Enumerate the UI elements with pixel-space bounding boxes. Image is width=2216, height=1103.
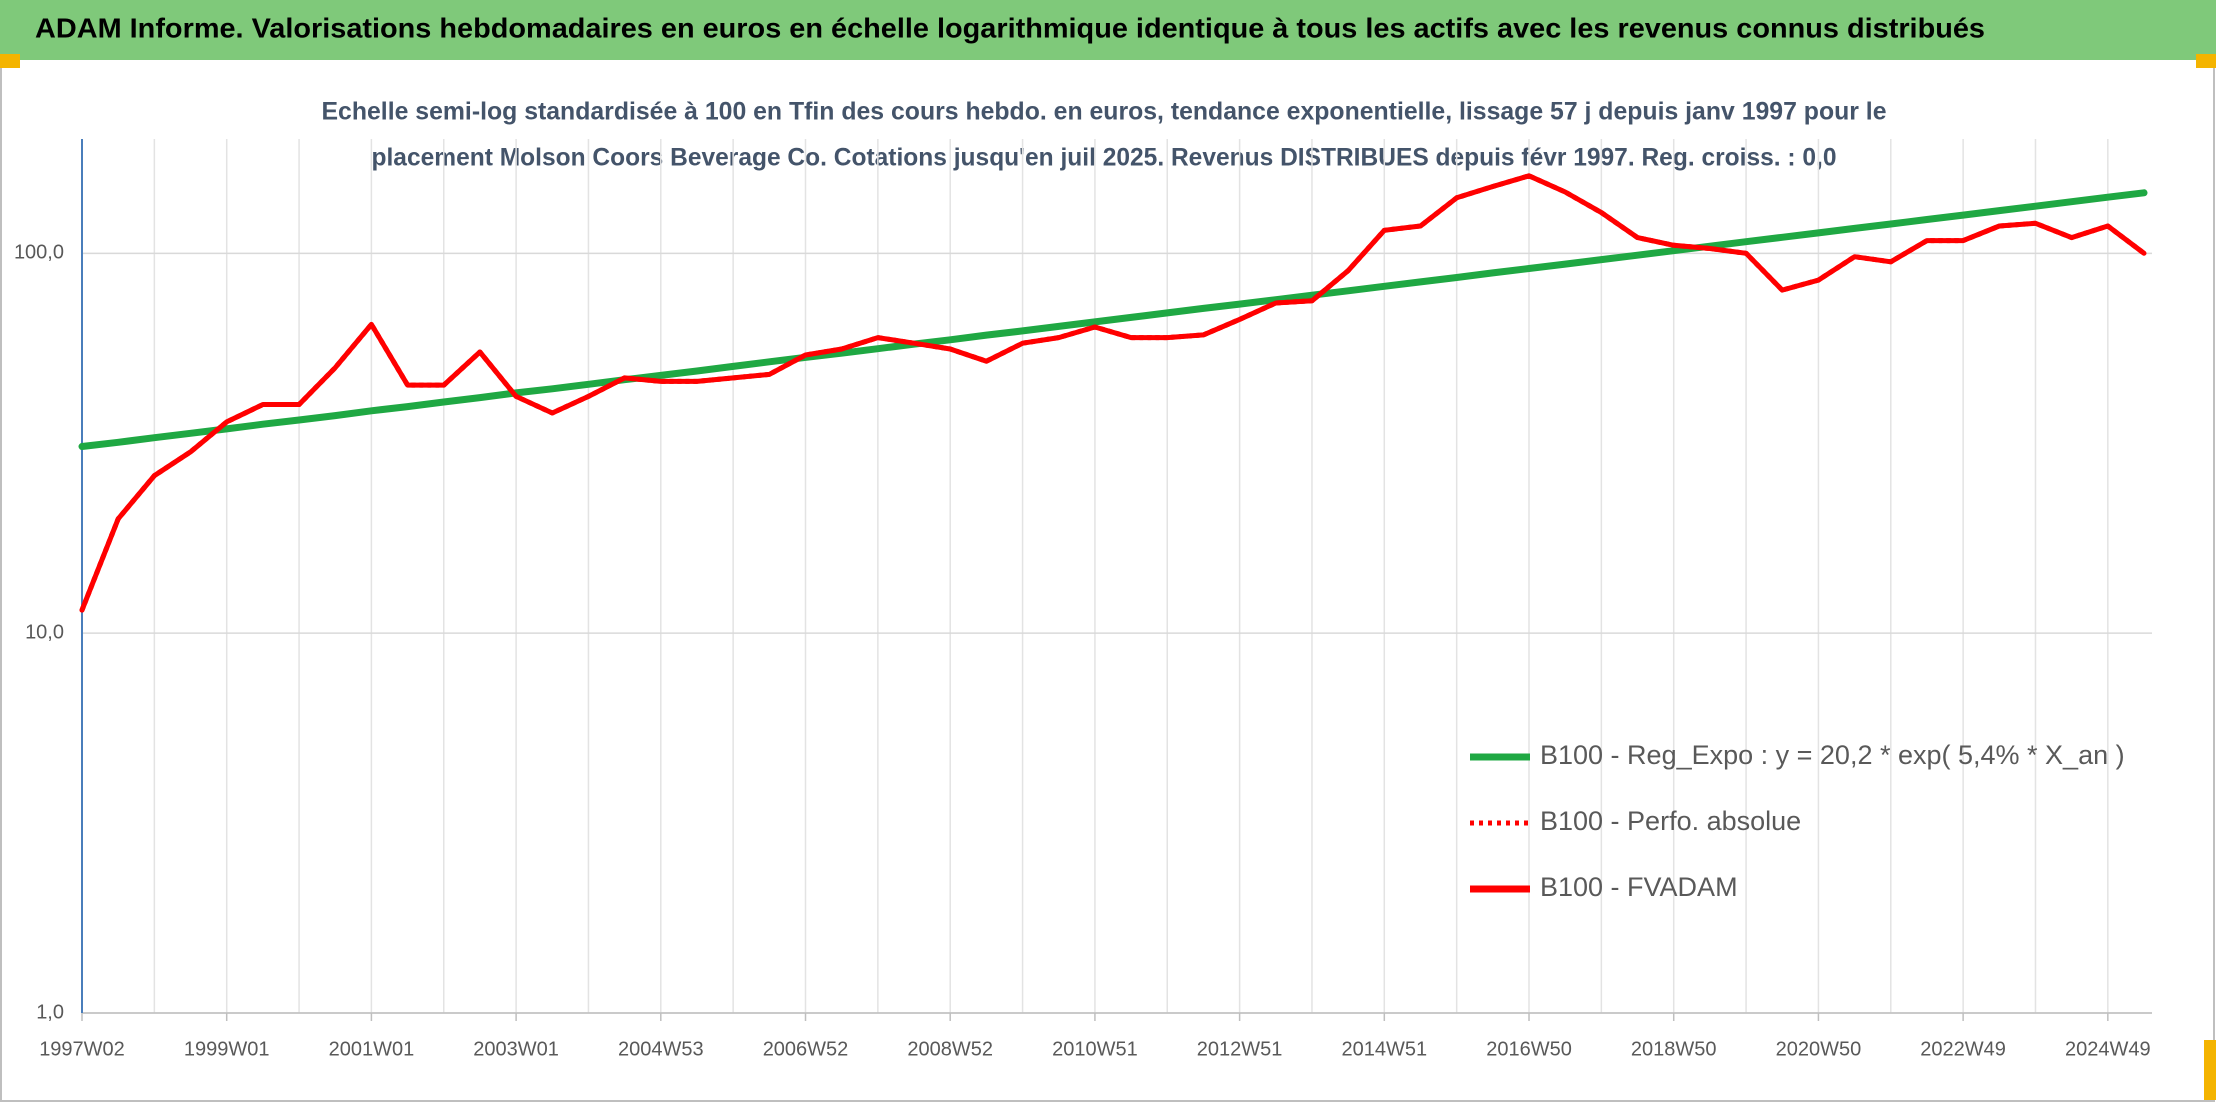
x-tick-label: 2001W01 <box>329 1038 415 1060</box>
legend-label: B100 - Perfo. absolue <box>1540 806 1801 836</box>
series-line <box>78 189 2148 450</box>
x-tick-label: 2006W52 <box>763 1038 849 1060</box>
corner-mark <box>2196 54 2216 68</box>
y-tick-label: 1,0 <box>36 1001 64 1023</box>
x-tick-label: 2004W53 <box>618 1038 704 1060</box>
legend-label: B100 - Reg_Expo : y = 20,2 * exp( 5,4% *… <box>1540 740 2125 770</box>
x-tick-label: 2018W50 <box>1631 1038 1717 1060</box>
header-bar <box>0 0 2216 60</box>
x-tick-label: 2010W51 <box>1052 1038 1138 1060</box>
corner-mark <box>0 54 20 68</box>
x-tick-label: 2003W01 <box>473 1038 559 1060</box>
chart-title: ADAM Informe. Valorisations hebdomadaire… <box>35 12 1985 43</box>
x-tick-label: 2016W50 <box>1486 1038 1572 1060</box>
x-tick-label: 1997W02 <box>39 1038 125 1060</box>
corner-mark <box>2204 1040 2216 1100</box>
y-tick-label: 100,0 <box>14 242 64 264</box>
x-tick-label: 2008W52 <box>907 1038 993 1060</box>
chart-subtitle: Echelle semi-log standardisée à 100 en T… <box>322 98 1887 126</box>
y-tick-label: 10,0 <box>25 621 64 643</box>
legend-label: B100 - FVADAM <box>1540 872 1738 902</box>
x-tick-label: 2022W49 <box>1920 1038 2006 1060</box>
series-line <box>79 173 2147 613</box>
x-tick-label: 1999W01 <box>184 1038 270 1060</box>
x-tick-label: 2024W49 <box>2065 1038 2151 1060</box>
x-tick-label: 2020W50 <box>1776 1038 1862 1060</box>
x-tick-label: 2014W51 <box>1342 1038 1428 1060</box>
chart-subtitle: placement Molson Coors Beverage Co. Cota… <box>372 144 1837 172</box>
x-tick-label: 2012W51 <box>1197 1038 1283 1060</box>
